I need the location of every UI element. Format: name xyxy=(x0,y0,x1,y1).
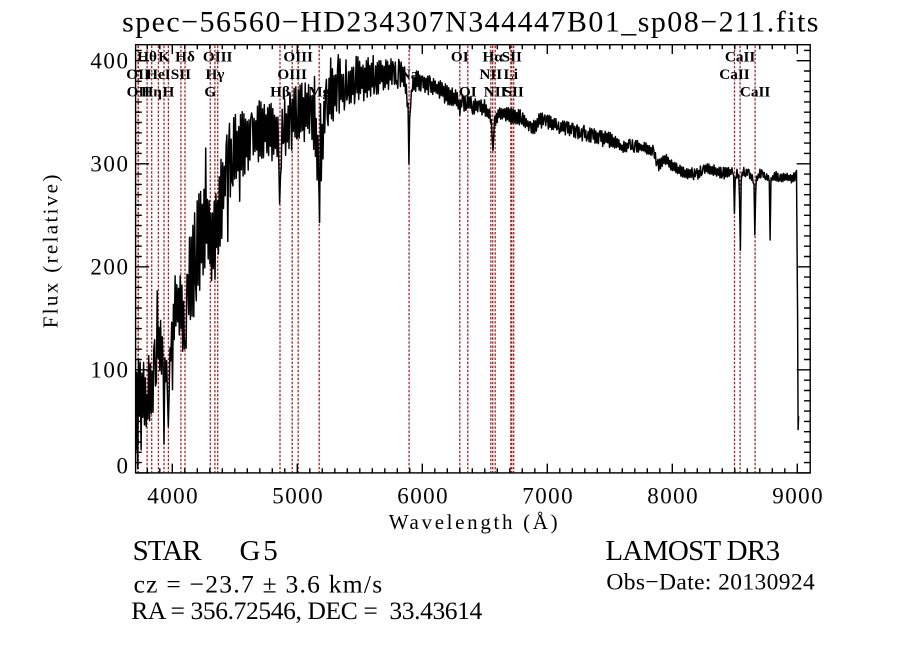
svg-text:200: 200 xyxy=(90,254,129,279)
svg-text:Hα: Hα xyxy=(483,48,504,65)
svg-text:OI: OI xyxy=(459,83,477,100)
svg-text:Hη: Hη xyxy=(141,83,161,100)
svg-text:Hγ: Hγ xyxy=(205,66,224,83)
svg-text:100: 100 xyxy=(90,357,129,382)
svg-text:G: G xyxy=(204,83,216,100)
svg-text:OI: OI xyxy=(451,48,469,65)
svg-text:HeI: HeI xyxy=(146,66,171,83)
svg-text:STAR: STAR xyxy=(133,535,203,567)
svg-text:H: H xyxy=(162,83,174,100)
svg-text:OII: OII xyxy=(127,83,151,100)
svg-text:SII: SII xyxy=(504,83,524,100)
svg-text:SII: SII xyxy=(171,66,191,83)
svg-text:300: 300 xyxy=(90,151,129,176)
svg-text:Hδ: Hδ xyxy=(175,48,195,65)
svg-text:4000: 4000 xyxy=(147,484,199,509)
svg-text:SII: SII xyxy=(502,48,522,65)
svg-text:Hθ: Hθ xyxy=(137,48,157,65)
svg-text:OIII: OIII xyxy=(203,48,233,65)
svg-text:7000: 7000 xyxy=(522,484,574,509)
svg-text:OIII: OIII xyxy=(283,48,313,65)
svg-text:OIII: OIII xyxy=(277,66,307,83)
svg-text:G5: G5 xyxy=(240,535,281,567)
svg-text:NII: NII xyxy=(484,83,507,100)
svg-text:spec−56560−HD234307N344447B01_: spec−56560−HD234307N344447B01_sp08−211.f… xyxy=(122,6,820,39)
svg-text:Obs−Date: 20130924: Obs−Date: 20130924 xyxy=(606,569,815,595)
svg-text:cz = −23.7 ± 3.6 km/s: cz = −23.7 ± 3.6 km/s xyxy=(134,569,384,598)
svg-text:Mg: Mg xyxy=(308,83,330,100)
svg-text:Hβ: Hβ xyxy=(270,83,290,100)
svg-text:9000: 9000 xyxy=(772,484,824,509)
svg-text:400: 400 xyxy=(90,48,129,73)
svg-text:Na: Na xyxy=(400,66,419,83)
svg-text:CaII: CaII xyxy=(719,66,749,83)
svg-text:CaII: CaII xyxy=(725,48,755,65)
svg-text:Wavelength (Å): Wavelength (Å) xyxy=(389,510,561,534)
svg-text:K: K xyxy=(158,48,170,65)
svg-text:LAMOST DR3: LAMOST DR3 xyxy=(605,535,779,567)
svg-text:Li: Li xyxy=(504,66,518,83)
svg-text:8000: 8000 xyxy=(647,484,699,509)
svg-text:5000: 5000 xyxy=(272,484,324,509)
svg-text:Flux (relative): Flux (relative) xyxy=(39,172,63,328)
svg-text:OII: OII xyxy=(126,66,150,83)
svg-text:0: 0 xyxy=(116,454,129,479)
svg-text:6000: 6000 xyxy=(397,484,449,509)
svg-text:NII: NII xyxy=(479,66,502,83)
svg-text:CaII: CaII xyxy=(740,83,770,100)
svg-text:RA = 356.72546, DEC = 33.4361: RA = 356.72546, DEC = 33.43614 xyxy=(131,596,482,625)
